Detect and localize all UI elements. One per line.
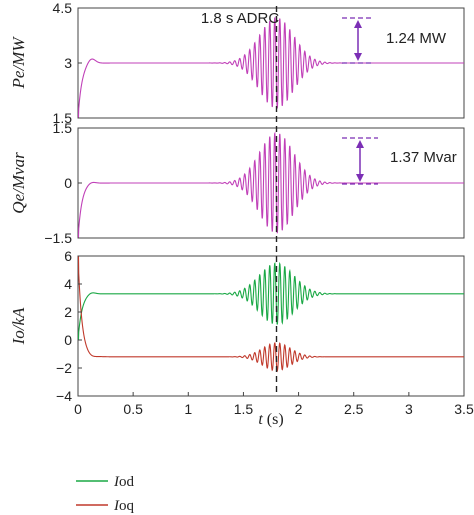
x-tick-label-2: 1 — [184, 401, 192, 417]
y-tick-label-top-2: 4.5 — [53, 0, 73, 16]
legend: Iod Ioq — [76, 474, 135, 514]
series-pe-line — [77, 16, 464, 119]
series-ioq-line — [77, 255, 464, 373]
y-ticks: 1.5 3 4.5 −1.5 0 1.5 −4 −2 0 2 4 6 — [44, 0, 82, 404]
x-tick-label-4: 2 — [295, 401, 303, 417]
y-tick-label-bottom-2: 0 — [64, 332, 72, 348]
series-layer — [77, 16, 464, 373]
pe-delta-label: 1.24 MW — [386, 30, 447, 47]
x-axis-label: t (s) — [258, 411, 283, 428]
qe-delta-marker — [342, 137, 378, 185]
y-tick-label-bottom-0: −4 — [56, 388, 72, 404]
qe-delta-label: 1.37 Mvar — [390, 149, 457, 166]
x-ticks: 0 0.5 1 1.5 2 2.5 3 3.5 — [74, 392, 474, 417]
event-label: 1.8 s ADRC — [201, 10, 280, 27]
x-tick-label-3: 1.5 — [234, 401, 254, 417]
y-tick-label-top-1: 3 — [64, 55, 72, 71]
y-tick-label-bottom-1: −2 — [56, 360, 72, 376]
pe-ylabel: Pe/MW — [9, 36, 28, 90]
y-tick-label-middle-2: 1.5 — [53, 120, 73, 136]
legend-ioq-label: Ioq — [113, 498, 135, 514]
series-iod-line — [77, 261, 464, 341]
y-tick-label-bottom-5: 6 — [64, 248, 72, 264]
panel-bottom-frame — [77, 255, 465, 397]
y-tick-label-top-0: 1.5 — [53, 110, 73, 126]
legend-iod-label: Iod — [113, 474, 135, 490]
x-tick-label-6: 3 — [405, 401, 413, 417]
io-ylabel: Io/kA — [9, 307, 28, 345]
x-tick-label-7: 3.5 — [454, 401, 474, 417]
qe-ylabel: Qe/Mvar — [9, 152, 28, 214]
x-tick-label-1: 0.5 — [123, 401, 143, 417]
pe-delta-marker — [342, 17, 374, 64]
series-qe-line — [77, 131, 464, 239]
y-tick-label-middle-0: −1.5 — [44, 230, 72, 246]
x-tick-label-5: 2.5 — [344, 401, 364, 417]
y-tick-label-bottom-3: 2 — [64, 304, 72, 320]
y-tick-label-middle-1: 0 — [64, 175, 72, 191]
x-tick-label-0: 0 — [74, 401, 82, 417]
y-tick-label-bottom-4: 4 — [64, 276, 72, 292]
